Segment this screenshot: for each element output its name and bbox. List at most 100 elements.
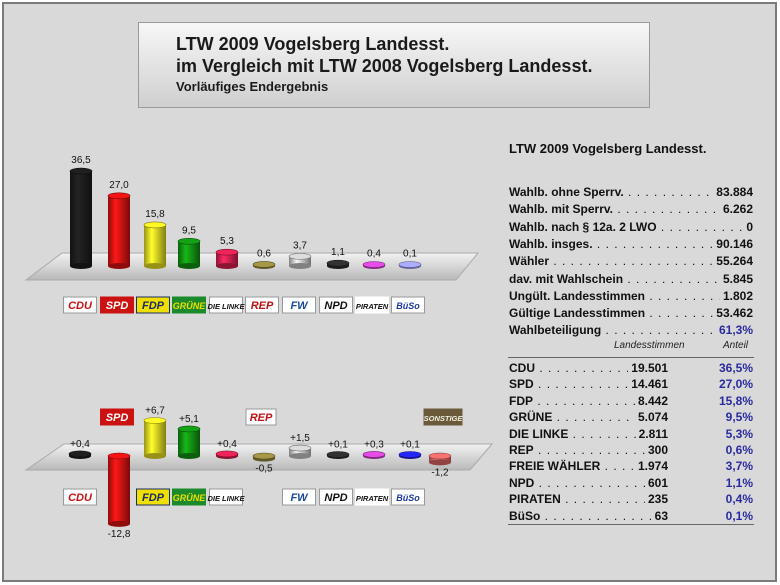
party-logo-text-c2bot-0: CDU: [68, 492, 93, 504]
party-logo-c1-2: [136, 296, 170, 314]
stat-value: 90.146: [713, 236, 753, 251]
party-logo-c1-6: [282, 296, 316, 314]
result-party: SPD: [509, 377, 659, 392]
chart1-bar-2: [144, 224, 166, 266]
result-share: 9,5%: [725, 410, 753, 425]
chart1-bar-base-1: [108, 263, 130, 269]
chart2-bar-top-0: [68, 450, 92, 458]
result-votes: 1.974: [634, 459, 668, 474]
chart1-bar-3: [178, 241, 200, 266]
stat-row: Gültige Landesstimmen53.462: [509, 306, 753, 323]
chart1-data-label-5: 0,6: [257, 248, 271, 259]
col-header-share: Anteil: [723, 340, 749, 351]
result-row: SPD14.461 27,0%: [509, 377, 753, 394]
chart1-bar-top-5: [252, 261, 276, 268]
stat-value: 5.845: [719, 271, 753, 286]
party-logo-text-c2bot-4: DIE LINKE: [207, 494, 245, 503]
result-votes: 19.501: [628, 361, 668, 375]
chart2-data-label-0: +0,4: [70, 439, 90, 450]
result-row: GRÜNE5.074 9,5%: [509, 410, 753, 427]
party-logo-c2top-1: [100, 408, 134, 426]
party-logo-c2bot-6: [282, 488, 316, 506]
result-votes: 235: [644, 492, 668, 507]
chart1-bar-top-4: [215, 248, 239, 256]
chart1-data-label-6: 3,7: [293, 240, 307, 251]
party-logo-c2bot-2: [136, 488, 170, 506]
result-party: REP: [509, 443, 659, 457]
stat-value: 53.462: [713, 306, 753, 321]
stat-label: dav. mit Wahlschein: [509, 272, 753, 286]
result-row: FDP8.442 15,8%: [509, 393, 753, 411]
chart1-bar-4: [216, 252, 238, 266]
chart1-data-label-2: 15,8: [145, 209, 165, 220]
chart1-bar-top-0: [69, 167, 93, 175]
party-logo-text-c2bot-2: FDP: [142, 492, 165, 504]
result-party: PIRATEN: [509, 492, 659, 507]
chart2-bar-top-8: [362, 451, 386, 458]
chart2-data-label-5: -0,5: [255, 464, 273, 475]
party-logo-text-c2bot-7: NPD: [324, 492, 347, 504]
result-share: 1,1%: [725, 475, 753, 490]
chart1-bar-base-4: [216, 263, 238, 269]
chart1-bar-base-3: [178, 263, 200, 269]
chart1-bar-top-9: [398, 261, 422, 268]
result-party: FREIE WÄHLER: [509, 459, 659, 474]
chart1-data-label-7: 1,1: [331, 247, 345, 258]
stat-value: 55.264: [713, 254, 753, 269]
stat-label: Wahlb. nach § 12a. 2 LWO: [509, 220, 753, 234]
result-votes: 8.442: [634, 393, 668, 408]
chart2-data-label-2: +6,7: [145, 405, 165, 416]
stat-row: Wahlbeteiligung61,3%: [509, 323, 753, 340]
chart2-bar-top-4: [215, 450, 239, 458]
chart2-bar-base-1: [108, 520, 130, 527]
result-share: 27,0%: [718, 377, 753, 392]
stat-row: Wahlb. ohne Sperrv.83.884: [509, 185, 753, 202]
chart2-bar-6: [289, 448, 311, 456]
stat-label: Ungült. Landesstimmen: [509, 289, 753, 303]
chart1-bar-top-3: [177, 238, 201, 245]
party-logo-text-c2top-10: SONSTIGE: [424, 414, 464, 423]
chart1-bar-top-8: [362, 261, 386, 268]
party-logo-c1-3: [172, 296, 206, 314]
stat-value: 61,3%: [715, 323, 753, 338]
party-logo-c1-8: [355, 296, 389, 314]
party-logo-c2top-5: [245, 408, 277, 426]
result-row: REP300 0,6%: [509, 443, 753, 460]
chart2-data-label-9: +0,1: [400, 440, 420, 451]
stat-row: Ungült. Landesstimmen1.802: [509, 288, 753, 306]
title-line-1: LTW 2009 Vogelsberg Landesst.: [176, 34, 450, 54]
result-share: 5,3%: [725, 426, 753, 441]
chart2-data-label-10: -1,2: [431, 467, 449, 478]
chart1-bar-top-2: [143, 221, 167, 229]
party-logo-text-c1-6: FW: [290, 300, 309, 312]
stat-row: dav. mit Wahlschein5.845: [509, 271, 753, 289]
party-logo-c1-1: [100, 296, 134, 314]
divider-bottom: [508, 524, 754, 525]
chart1-data-label-0: 36,5: [71, 155, 91, 166]
chart2-bar-top-1: [107, 452, 131, 460]
party-logo-text-c2bot-9: BüSo: [396, 493, 420, 503]
party-logo-text-c1-7: NPD: [324, 300, 347, 312]
result-row: CDU19.501 36,5%: [509, 361, 753, 378]
chart1-bar-0: [70, 171, 92, 266]
chart2-data-label-7: +0,1: [328, 440, 348, 451]
chart2-data-label-3: +5,1: [179, 414, 199, 425]
result-votes: 14.461: [628, 377, 668, 392]
chart1-bar-top-1: [107, 192, 131, 200]
chart1-bar-base-0: [70, 263, 92, 269]
result-party: FDP: [509, 393, 659, 408]
chart2-bar-top-9: [398, 451, 422, 458]
chart1-data-label-3: 9,5: [182, 225, 196, 236]
chart2-data-label-6: +1,5: [290, 433, 310, 444]
result-row: DIE LINKE2.811 5,3%: [509, 426, 753, 444]
chart2-bar-top-2: [143, 417, 167, 424]
party-logo-c2top-10: [423, 408, 463, 426]
party-logo-text-c1-5: REP: [251, 300, 274, 312]
chart2-data-label-4: +0,4: [217, 439, 237, 450]
result-row: BüSo63 0,1%: [509, 508, 753, 526]
chart1-bar-6: [289, 256, 311, 266]
party-logo-c2bot-9: [391, 488, 425, 506]
chart1-data-label-9: 0,1: [403, 249, 417, 260]
party-logo-text-c1-3: GRÜNE: [173, 301, 206, 311]
